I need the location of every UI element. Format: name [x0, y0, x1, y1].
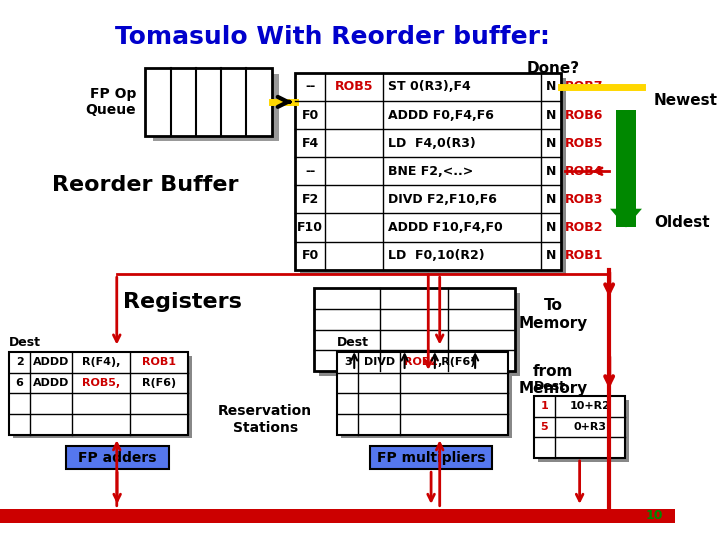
Text: N: N	[546, 80, 557, 93]
Text: 1: 1	[541, 401, 549, 411]
Text: F0: F0	[302, 109, 319, 122]
Text: N: N	[546, 221, 557, 234]
Text: Oldest: Oldest	[654, 215, 710, 230]
Text: N: N	[546, 137, 557, 150]
Text: ROB1: ROB1	[565, 249, 603, 262]
Bar	[314, 288, 516, 371]
Text: 2: 2	[16, 357, 24, 367]
Bar	[338, 352, 508, 435]
Bar	[341, 356, 512, 438]
Text: ADDD F10,F4,F0: ADDD F10,F4,F0	[388, 221, 503, 234]
Text: ROB1: ROB1	[143, 357, 176, 367]
Text: F10: F10	[297, 221, 323, 234]
Text: FP multipliers: FP multipliers	[377, 450, 485, 464]
Bar	[13, 356, 192, 438]
Text: Dest: Dest	[9, 336, 41, 349]
Bar	[300, 78, 566, 274]
Text: To
Memory: To Memory	[518, 299, 588, 331]
Text: Done?: Done?	[526, 60, 580, 76]
Text: --: --	[305, 80, 315, 93]
Text: R(F4),: R(F4),	[82, 357, 120, 367]
Text: F4: F4	[302, 137, 319, 150]
Text: 6: 6	[16, 378, 24, 388]
Text: ROB4: ROB4	[565, 165, 603, 178]
Bar	[616, 110, 636, 227]
Text: N: N	[546, 165, 557, 178]
Text: ROB2: ROB2	[404, 357, 438, 367]
Text: FP adders: FP adders	[78, 450, 156, 464]
Text: ADDD F0,F4,F6: ADDD F0,F4,F6	[388, 109, 494, 122]
Bar	[0, 509, 675, 523]
Bar	[534, 396, 625, 458]
Text: ROB7: ROB7	[565, 80, 603, 93]
Text: 3: 3	[344, 357, 351, 367]
Text: N: N	[546, 109, 557, 122]
Text: LD  F4,0(R3): LD F4,0(R3)	[388, 137, 476, 150]
Text: F2: F2	[302, 193, 319, 206]
Text: LD  F0,10(R2): LD F0,10(R2)	[388, 249, 485, 262]
Text: ADDD: ADDD	[33, 378, 69, 388]
Text: Dest: Dest	[534, 380, 566, 393]
Text: from
Memory: from Memory	[518, 364, 588, 396]
Text: 5: 5	[541, 422, 549, 432]
Text: --: --	[305, 165, 315, 178]
Text: F0: F0	[302, 249, 319, 262]
Text: Reservation
Stations: Reservation Stations	[218, 404, 312, 435]
Text: Tomasulo With Reorder buffer:: Tomasulo With Reorder buffer:	[115, 25, 550, 49]
Text: Registers: Registers	[123, 293, 242, 313]
Text: 0+R3: 0+R3	[573, 422, 606, 432]
Polygon shape	[610, 209, 642, 227]
Text: ROB6: ROB6	[565, 109, 603, 122]
Text: DIVD F2,F10,F6: DIVD F2,F10,F6	[388, 193, 497, 206]
Text: ROB5,: ROB5,	[82, 378, 120, 388]
Text: ROB5: ROB5	[565, 137, 603, 150]
Text: DIVD: DIVD	[364, 357, 395, 367]
Text: Dest: Dest	[338, 336, 369, 349]
Bar	[153, 74, 279, 141]
Bar	[9, 352, 189, 435]
Bar	[319, 293, 520, 375]
Bar	[538, 400, 629, 462]
Text: FP Op
Queue: FP Op Queue	[85, 87, 136, 117]
Bar	[145, 68, 271, 136]
Bar	[370, 446, 492, 469]
Text: ROB2: ROB2	[565, 221, 603, 234]
Bar	[295, 73, 562, 269]
Text: ADDD: ADDD	[33, 357, 69, 367]
Text: BNE F2,<..>: BNE F2,<..>	[388, 165, 473, 178]
Text: ROB3: ROB3	[565, 193, 603, 206]
Text: 10: 10	[646, 509, 664, 522]
Text: R(F6): R(F6)	[143, 378, 176, 388]
Text: ST 0(R3),F4: ST 0(R3),F4	[388, 80, 471, 93]
Text: Newest: Newest	[654, 93, 718, 109]
Text: 10+R2: 10+R2	[570, 401, 611, 411]
Bar	[66, 446, 168, 469]
Text: N: N	[546, 193, 557, 206]
Text: Reorder Buffer: Reorder Buffer	[52, 176, 238, 195]
Text: N: N	[546, 249, 557, 262]
Text: ROB5: ROB5	[335, 80, 374, 93]
Text: ,R(F6): ,R(F6)	[438, 357, 476, 367]
